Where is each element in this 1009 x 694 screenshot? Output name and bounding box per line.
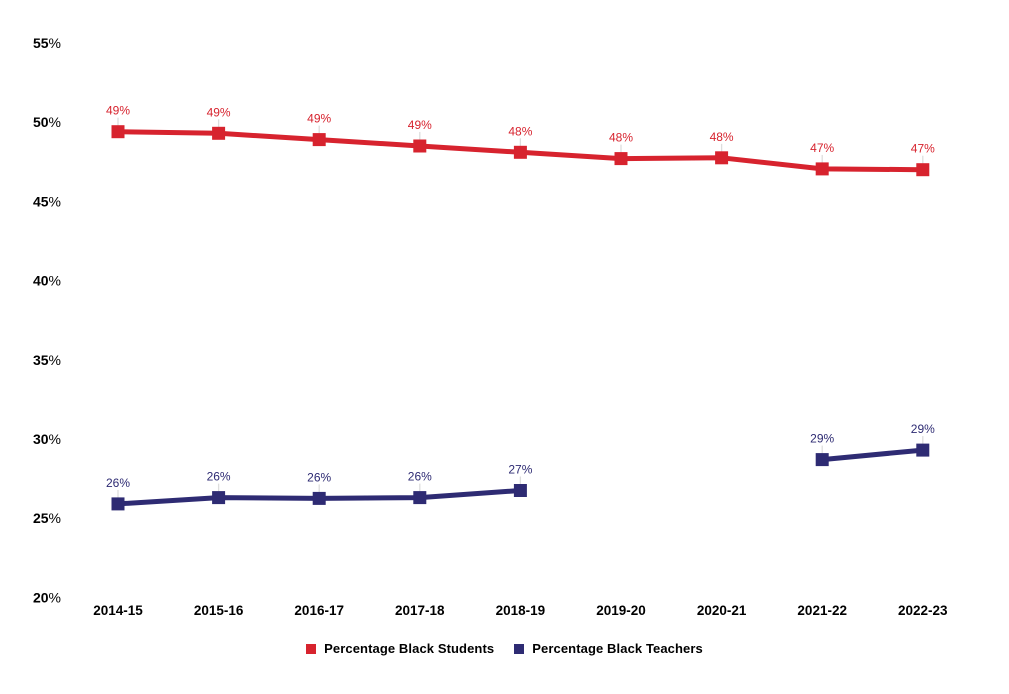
data-point-marker <box>815 162 829 176</box>
y-tick-label: 55% <box>33 35 61 51</box>
data-point-label: 26% <box>408 470 432 484</box>
data-point-label: 26% <box>207 470 231 484</box>
data-point-marker <box>916 163 930 177</box>
series-line <box>821 447 924 463</box>
data-point-marker <box>312 133 326 147</box>
y-tick-label: 20% <box>33 589 61 605</box>
data-point-marker <box>212 126 226 140</box>
data-point-label: 49% <box>307 112 331 126</box>
data-point-marker <box>111 497 125 511</box>
data-point-marker <box>312 491 326 505</box>
y-tick-label: 25% <box>33 510 61 526</box>
chart-legend: Percentage Black Students Percentage Bla… <box>0 641 1009 656</box>
x-tick-label: 2022-23 <box>898 603 948 618</box>
data-point-label: 49% <box>207 105 231 119</box>
y-tick-label: 40% <box>33 273 61 289</box>
legend-item-teachers: Percentage Black Teachers <box>514 641 703 656</box>
y-tick-label: 35% <box>33 352 61 368</box>
data-point-label: 49% <box>106 104 130 118</box>
data-point-marker <box>413 139 427 153</box>
data-point-label: 26% <box>106 476 130 490</box>
data-point-label: 27% <box>508 463 532 477</box>
data-point-marker <box>212 491 226 505</box>
data-point-label: 47% <box>911 142 935 156</box>
x-tick-label: 2019-20 <box>596 603 646 618</box>
data-point-label: 29% <box>911 422 935 436</box>
y-tick-label: 30% <box>33 431 61 447</box>
data-point-label: 29% <box>810 432 834 446</box>
data-point-marker <box>111 125 125 139</box>
data-point-label: 48% <box>609 131 633 145</box>
legend-swatch-teachers-icon <box>514 643 525 654</box>
legend-item-students: Percentage Black Students <box>306 641 494 656</box>
data-point-marker <box>715 151 729 165</box>
x-tick-label: 2017-18 <box>395 603 445 618</box>
legend-swatch-students-icon <box>306 643 317 654</box>
legend-label-students: Percentage Black Students <box>324 641 495 656</box>
data-point-marker <box>513 145 527 159</box>
y-tick-label: 50% <box>33 114 61 130</box>
legend-label-teachers: Percentage Black Teachers <box>532 641 703 656</box>
x-tick-label: 2021-22 <box>797 603 847 618</box>
y-tick-label: 45% <box>33 193 61 209</box>
data-point-marker <box>513 484 527 497</box>
data-point-label: 49% <box>408 118 432 132</box>
data-point-label: 26% <box>307 470 331 484</box>
data-point-label: 48% <box>710 130 734 144</box>
data-point-marker <box>916 443 930 457</box>
data-point-label: 48% <box>508 124 532 138</box>
x-tick-label: 2020-21 <box>697 603 747 618</box>
x-tick-label: 2016-17 <box>294 603 344 618</box>
x-tick-label: 2014-15 <box>93 603 143 618</box>
x-tick-label: 2015-16 <box>194 603 244 618</box>
data-point-label: 47% <box>810 141 834 155</box>
x-tick-label: 2018-19 <box>496 603 546 618</box>
data-point-marker <box>815 453 829 467</box>
data-point-marker <box>614 152 628 166</box>
data-point-marker <box>413 491 427 505</box>
